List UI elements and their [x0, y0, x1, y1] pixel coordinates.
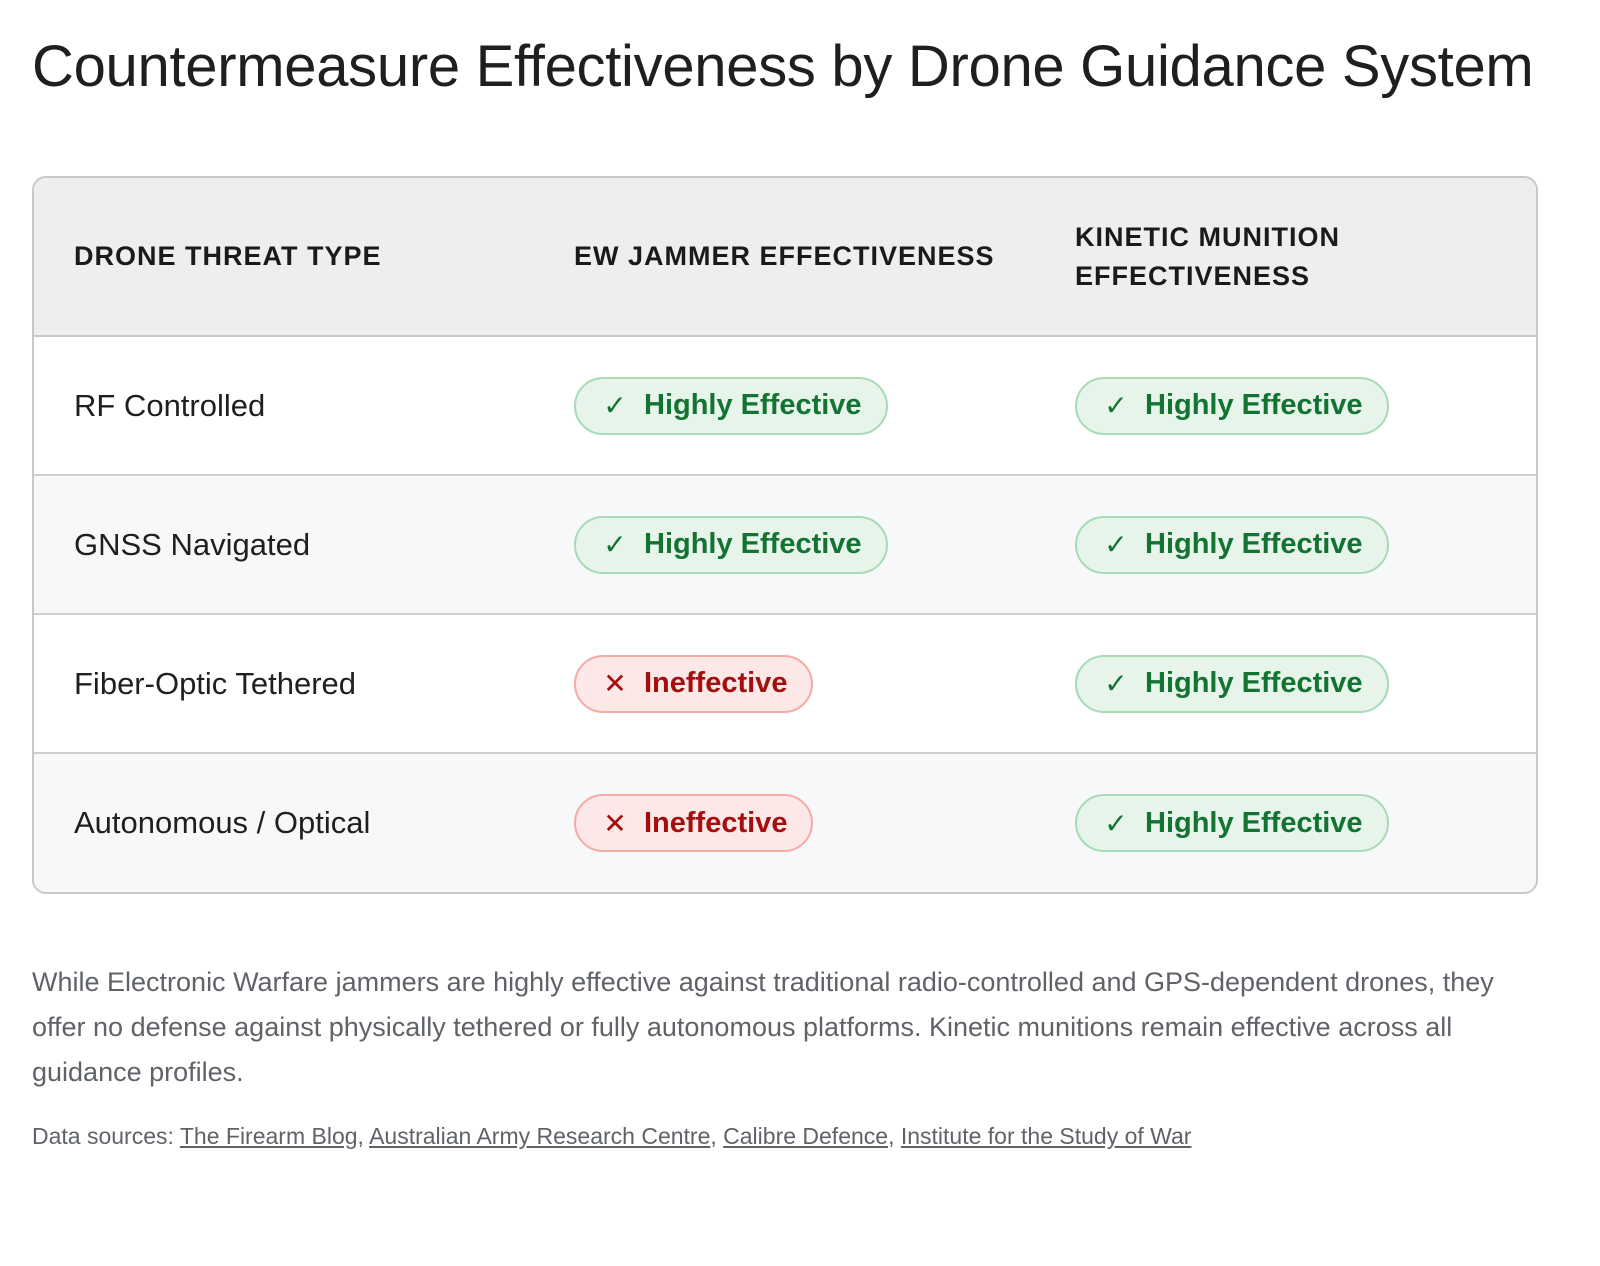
- source-link-firearm-blog[interactable]: The Firearm Blog: [179, 1123, 358, 1149]
- kinetic-cell: ✓ Highly Effective: [1035, 336, 1536, 476]
- threat-type-cell: RF Controlled: [34, 336, 534, 476]
- header-ew-jammer: EW JAMMER EFFECTIVENESS: [534, 178, 1035, 337]
- kinetic-cell: ✓ Highly Effective: [1035, 475, 1536, 615]
- header-threat-type: DRONE THREAT TYPE: [34, 178, 534, 337]
- source-link-isw[interactable]: Institute for the Study of War: [900, 1123, 1192, 1149]
- kinetic-cell: ✓ Highly Effective: [1035, 753, 1536, 892]
- check-icon: ✓: [1104, 807, 1128, 839]
- threat-type-cell: Autonomous / Optical: [34, 753, 534, 892]
- status-badge: ✓ Highly Effective: [574, 515, 888, 574]
- data-sources: Data sources: The Firearm Blog, Australi…: [32, 1123, 1192, 1149]
- summary-paragraph: While Electronic Warfare jammers are hig…: [32, 967, 1494, 1087]
- check-icon: ✓: [1104, 529, 1128, 560]
- effectiveness-table: DRONE THREAT TYPE EW JAMMER EFFECTIVENES…: [32, 176, 1538, 894]
- status-badge: ✓ Highly Effective: [1075, 794, 1389, 852]
- status-label: Highly Effective: [644, 528, 862, 560]
- kinetic-cell: ✓ Highly Effective: [1035, 614, 1536, 754]
- status-badge: ✓ Highly Effective: [574, 376, 888, 435]
- x-icon: ✕: [603, 807, 627, 839]
- status-label: Ineffective: [644, 667, 788, 699]
- check-icon: ✓: [1104, 390, 1128, 421]
- threat-type-cell: GNSS Navigated: [34, 475, 534, 615]
- check-icon: ✓: [603, 529, 627, 560]
- source-link-army-research-centre[interactable]: Australian Army Research Centre: [369, 1123, 711, 1149]
- table-row: RF Controlled ✓ Highly Effective ✓ Highly …: [34, 336, 1536, 476]
- table-header-row: DRONE THREAT TYPE EW JAMMER EFFECTIVENES…: [34, 178, 1536, 337]
- status-label: Highly Effective: [1145, 806, 1363, 839]
- status-badge: ✓ Highly Effective: [1075, 376, 1389, 435]
- status-label: Highly Effective: [1145, 389, 1363, 421]
- ew-cell: ✕ Ineffective: [534, 753, 1035, 892]
- status-label: Highly Effective: [644, 389, 862, 421]
- ew-cell: ✓ Highly Effective: [534, 336, 1035, 476]
- page-title: Countermeasure Effectiveness by Drone Gu…: [32, 34, 1534, 99]
- status-label: Highly Effective: [1145, 667, 1363, 699]
- header-kinetic-munition: KINETIC MUNITION EFFECTIVENESS: [1035, 178, 1536, 337]
- check-icon: ✓: [1104, 668, 1128, 699]
- table-row: Fiber-Optic Tethered ✕ Ineffective ✓ Highl…: [34, 614, 1536, 754]
- threat-type-cell: Fiber-Optic Tethered: [34, 614, 534, 754]
- table-row: Autonomous / Optical ✕ Ineffective ✓ Highl…: [34, 753, 1536, 892]
- ew-cell: ✕ Ineffective: [534, 614, 1035, 754]
- status-label: Ineffective: [644, 806, 788, 839]
- status-badge: ✓ Highly Effective: [1075, 515, 1389, 574]
- source-link-calibre-defence[interactable]: Calibre Defence: [723, 1123, 889, 1149]
- status-badge: ✓ Highly Effective: [1075, 654, 1389, 713]
- table-row: GNSS Navigated ✓ Highly Effective ✓ Highly…: [34, 475, 1536, 615]
- status-label: Highly Effective: [1145, 528, 1363, 560]
- status-badge: ✕ Ineffective: [574, 794, 814, 852]
- check-icon: ✓: [603, 390, 627, 421]
- sources-label: Data sources:: [32, 1123, 180, 1149]
- status-badge: ✕ Ineffective: [574, 654, 814, 713]
- ew-cell: ✓ Highly Effective: [534, 475, 1035, 615]
- x-icon: ✕: [603, 668, 627, 699]
- page: Countermeasure Effectiveness by Drone Gu…: [32, 0, 1568, 1150]
